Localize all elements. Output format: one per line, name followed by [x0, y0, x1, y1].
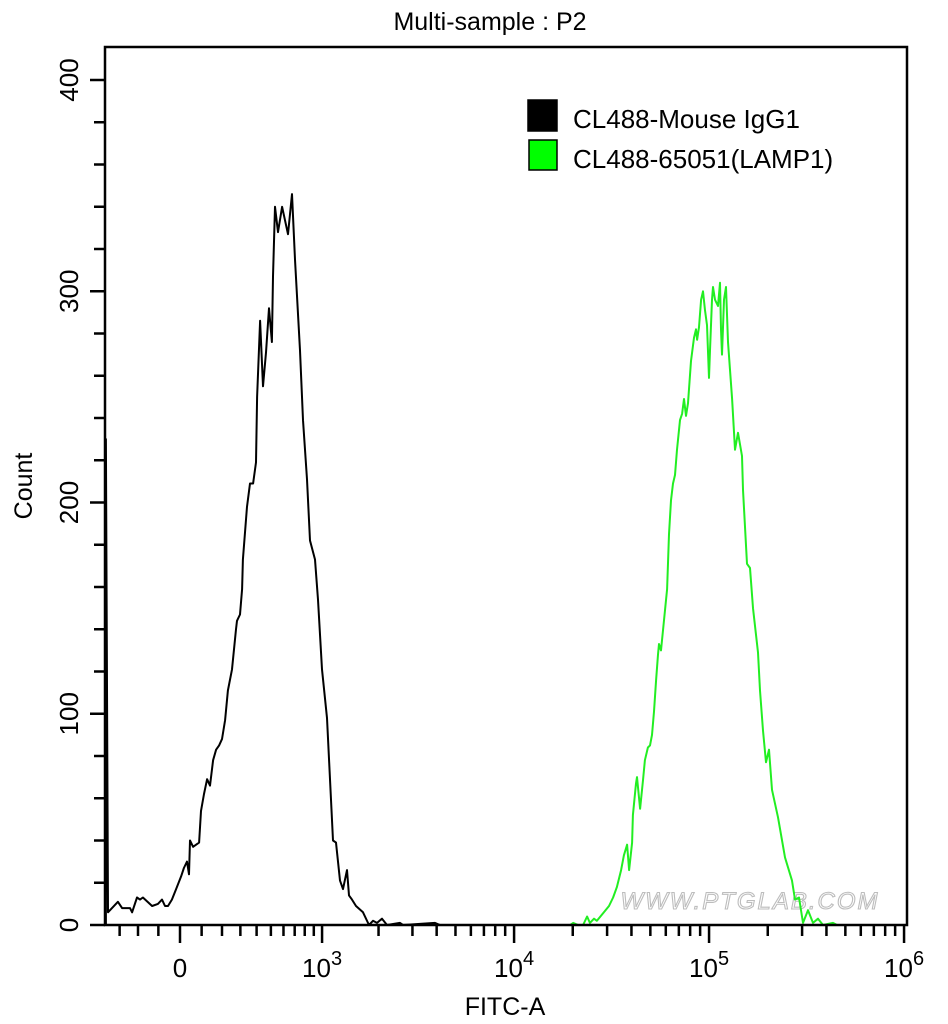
legend: CL488-Mouse IgG1 CL488-65051(LAMP1)	[527, 99, 833, 174]
legend-swatch-lamp1	[528, 139, 558, 171]
watermark: WWW.PTGLAB.COM	[620, 888, 879, 915]
y-tick-label: 0	[54, 918, 84, 932]
y-tick-label: 400	[54, 58, 84, 101]
x-tick-label: 0	[173, 953, 187, 983]
x-tick-label: 106	[884, 948, 924, 983]
y-tick-label: 100	[54, 692, 84, 735]
y-tick-label: 200	[54, 481, 84, 524]
x-tick-label: 105	[689, 948, 729, 983]
y-axis-label: Count	[10, 453, 38, 520]
series-line-isotype	[104, 193, 455, 926]
x-tick-label: 103	[302, 948, 342, 983]
series-line-lamp1	[554, 281, 838, 926]
y-tick-label: 300	[54, 270, 84, 313]
legend-swatch-isotype	[527, 99, 558, 132]
series-lines	[104, 193, 838, 926]
x-tick-label: 104	[494, 948, 534, 983]
plot-frame	[103, 45, 909, 927]
axis-tick-labels: 0 103 104 105 106 0 100 200 300 400	[54, 58, 924, 983]
x-axis-label: FITC-A	[465, 993, 546, 1021]
legend-label-lamp1: CL488-65051(LAMP1)	[573, 144, 833, 174]
chart-title: Multi-sample : P2	[393, 8, 586, 36]
legend-label-isotype: CL488-Mouse IgG1	[573, 104, 800, 134]
axis-ticks	[90, 78, 906, 943]
